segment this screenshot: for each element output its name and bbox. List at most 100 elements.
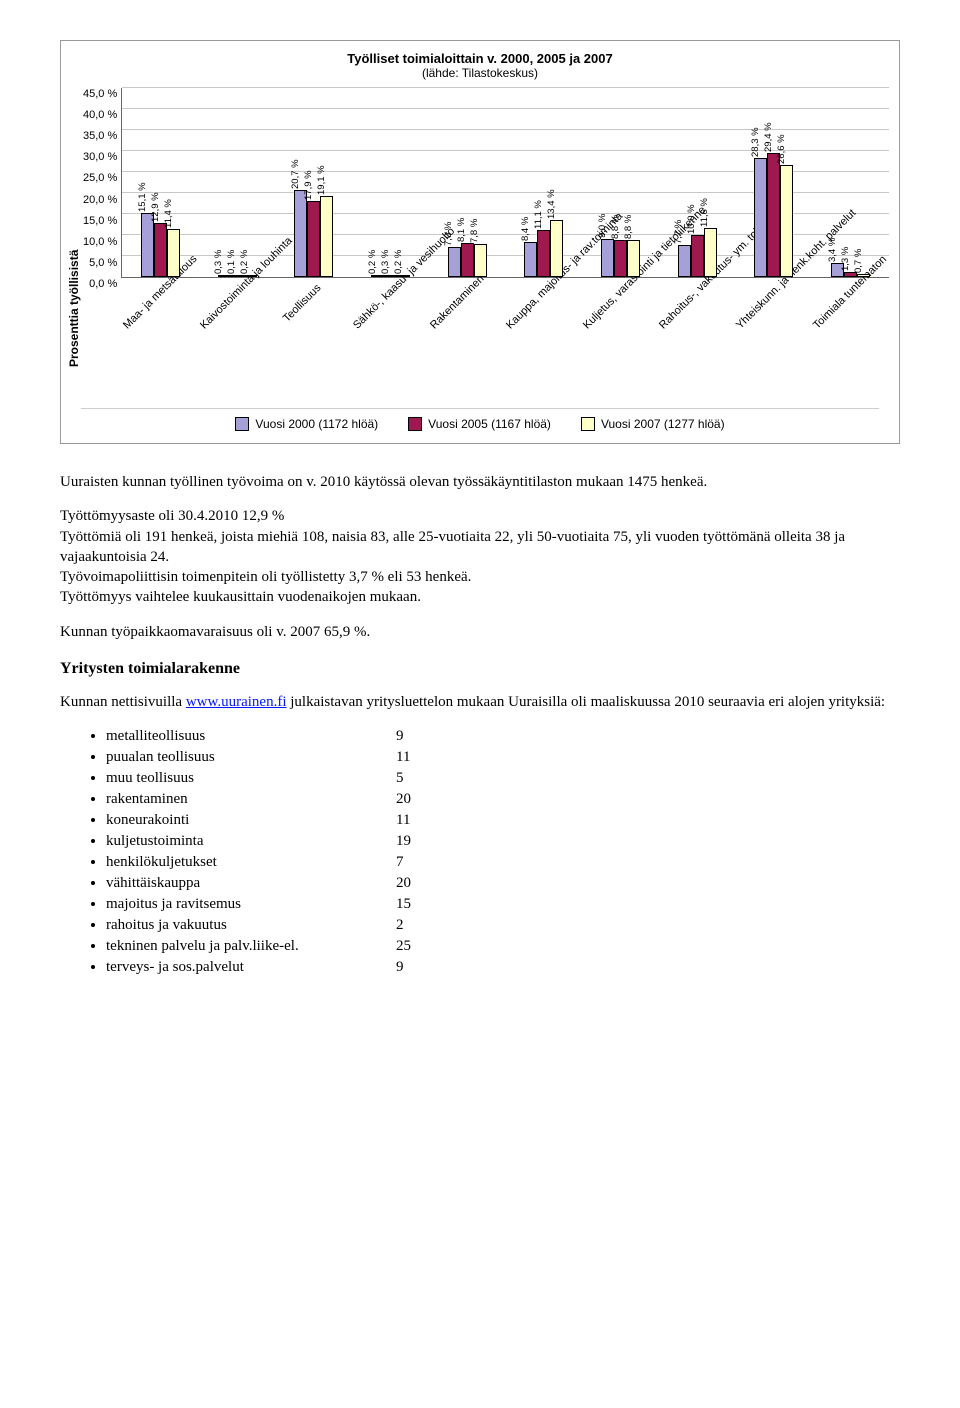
bar-value-label: 20,7 % bbox=[290, 159, 301, 189]
list-item: kuljetustoiminta19 bbox=[106, 831, 900, 852]
legend-swatch bbox=[581, 417, 595, 431]
chart-body: Prosenttia työllisistä 0,0 %5,0 %10,0 %1… bbox=[61, 84, 899, 408]
list-item: tekninen palvelu ja palv.liike-el.25 bbox=[106, 936, 900, 957]
bar-value-label: 0,7 % bbox=[853, 249, 864, 273]
bar-value-label: 1,3 % bbox=[840, 246, 851, 270]
chart-yaxis: 0,0 %5,0 %10,0 %15,0 %20,0 %25,0 %30,0 %… bbox=[83, 94, 121, 284]
list-item: muu teollisuus5 bbox=[106, 768, 900, 789]
chart-ylabel: Prosenttia työllisistä bbox=[65, 88, 83, 408]
bar-value-label: 19,1 % bbox=[316, 166, 327, 196]
bar: 8,8 % bbox=[614, 240, 627, 277]
bar: 10,0 % bbox=[691, 235, 704, 277]
sector-count: 20 bbox=[396, 789, 411, 810]
bar-value-label: 29,4 % bbox=[763, 122, 774, 152]
sector-label: vähittäiskauppa bbox=[106, 873, 396, 894]
bar: 0,2 % bbox=[371, 275, 384, 277]
bar: 9,0 % bbox=[601, 239, 614, 277]
bar-value-label: 17,9 % bbox=[303, 171, 314, 201]
chart-subtitle: (lähde: Tilastokeskus) bbox=[61, 66, 899, 84]
bar-value-label: 3,4 % bbox=[827, 237, 838, 261]
chart-grid: 15,1 %12,9 %11,4 %0,3 %0,1 %0,2 %20,7 %1… bbox=[121, 88, 889, 278]
bar-value-label: 0,2 % bbox=[393, 250, 404, 274]
bar: 7,8 % bbox=[474, 244, 487, 277]
sector-count: 9 bbox=[396, 957, 404, 978]
sector-count: 9 bbox=[396, 726, 404, 747]
text-line: Työttömiä oli 191 henkeä, joista miehiä … bbox=[60, 529, 845, 565]
bar-value-label: 10,0 % bbox=[686, 204, 697, 234]
legend-swatch bbox=[235, 417, 249, 431]
text-span: Kunnan nettisivuilla bbox=[60, 694, 186, 710]
bar-value-label: 0,1 % bbox=[226, 250, 237, 274]
list-item: rakentaminen20 bbox=[106, 789, 900, 810]
sector-label: koneurakointi bbox=[106, 810, 396, 831]
sector-count: 19 bbox=[396, 831, 411, 852]
bar-value-label: 12,9 % bbox=[150, 192, 161, 222]
bar-value-label: 0,2 % bbox=[367, 250, 378, 274]
bar: 8,4 % bbox=[524, 242, 537, 277]
bar-value-label: 8,8 % bbox=[610, 215, 621, 239]
list-item: puualan teollisuus11 bbox=[106, 747, 900, 768]
bar-value-label: 9,0 % bbox=[597, 214, 608, 238]
sector-count: 20 bbox=[396, 873, 411, 894]
list-item: rahoitus ja vakuutus2 bbox=[106, 915, 900, 936]
bar: 19,1 % bbox=[320, 196, 333, 277]
bar: 0,3 % bbox=[218, 275, 231, 277]
text-paragraph: Työttömyysaste oli 30.4.2010 12,9 % Työt… bbox=[60, 506, 900, 607]
sector-count: 7 bbox=[396, 852, 404, 873]
sector-label: terveys- ja sos.palvelut bbox=[106, 957, 396, 978]
text-span: julkaistavan yritysluettelon mukaan Uura… bbox=[287, 694, 886, 710]
bar: 11,4 % bbox=[167, 229, 180, 277]
bar: 11,1 % bbox=[537, 230, 550, 277]
bar-value-label: 0,3 % bbox=[213, 250, 224, 274]
bar-value-label: 8,1 % bbox=[456, 218, 467, 242]
bar-value-label: 28,3 % bbox=[750, 127, 761, 157]
bar: 20,7 % bbox=[294, 190, 307, 277]
chart-xaxis: Maa- ja metsätalousKaivostoiminta ja lou… bbox=[123, 278, 889, 408]
list-item: terveys- ja sos.palvelut9 bbox=[106, 957, 900, 978]
sector-label: metalliteollisuus bbox=[106, 726, 396, 747]
sector-label: henkilökuljetukset bbox=[106, 852, 396, 873]
bar-value-label: 7,7 % bbox=[673, 219, 684, 243]
bar: 17,9 % bbox=[307, 201, 320, 277]
legend-item: Vuosi 2000 (1172 hlöä) bbox=[235, 417, 378, 431]
bar-value-label: 13,4 % bbox=[546, 190, 557, 220]
sector-label: rakentaminen bbox=[106, 789, 396, 810]
text-line: Työttömyys vaihtelee kuukausittain vuode… bbox=[60, 589, 421, 605]
sector-label: majoitus ja ravitsemus bbox=[106, 894, 396, 915]
sector-count: 11 bbox=[396, 747, 410, 768]
bar: 0,2 % bbox=[397, 275, 410, 277]
bar-value-label: 8,4 % bbox=[520, 216, 531, 240]
bar: 0,1 % bbox=[231, 275, 244, 277]
text-paragraph: Kunnan nettisivuilla www.uurainen.fi jul… bbox=[60, 692, 900, 712]
section-heading: Yritysten toimialarakenne bbox=[60, 660, 900, 678]
bar-value-label: 11,1 % bbox=[533, 200, 544, 229]
text-line: Työvoimapoliittisin toimenpitein oli työ… bbox=[60, 569, 471, 585]
list-item: vähittäiskauppa20 bbox=[106, 873, 900, 894]
legend-swatch bbox=[408, 417, 422, 431]
legend-label: Vuosi 2007 (1277 hlöä) bbox=[601, 417, 725, 431]
bar: 0,7 % bbox=[857, 274, 870, 277]
website-link[interactable]: www.uurainen.fi bbox=[186, 694, 287, 710]
bar: 7,7 % bbox=[678, 245, 691, 278]
sector-count: 5 bbox=[396, 768, 404, 789]
bar-value-label: 0,3 % bbox=[380, 250, 391, 274]
chart-title: Työlliset toimialoittain v. 2000, 2005 j… bbox=[61, 41, 899, 66]
bar: 26,6 % bbox=[780, 165, 793, 277]
sector-label: kuljetustoiminta bbox=[106, 831, 396, 852]
sector-label: rahoitus ja vakuutus bbox=[106, 915, 396, 936]
legend-label: Vuosi 2005 (1167 hlöä) bbox=[428, 417, 551, 431]
legend-item: Vuosi 2007 (1277 hlöä) bbox=[581, 417, 725, 431]
bar-value-label: 11,6 % bbox=[699, 198, 710, 227]
sector-label: puualan teollisuus bbox=[106, 747, 396, 768]
list-item: majoitus ja ravitsemus15 bbox=[106, 894, 900, 915]
bar: 8,1 % bbox=[461, 243, 474, 277]
chart-legend: Vuosi 2000 (1172 hlöä) Vuosi 2005 (1167 h… bbox=[81, 408, 879, 443]
list-item: metalliteollisuus9 bbox=[106, 726, 900, 747]
bar: 29,4 % bbox=[767, 153, 780, 277]
text-line: Työttömyysaste oli 30.4.2010 12,9 % bbox=[60, 508, 284, 524]
bar-value-label: 11,4 % bbox=[163, 199, 174, 228]
sector-list: metalliteollisuus9puualan teollisuus11mu… bbox=[60, 726, 900, 978]
bar: 0,2 % bbox=[244, 275, 257, 277]
chart-container: Työlliset toimialoittain v. 2000, 2005 j… bbox=[60, 40, 900, 444]
bar-value-label: 0,2 % bbox=[239, 250, 250, 274]
